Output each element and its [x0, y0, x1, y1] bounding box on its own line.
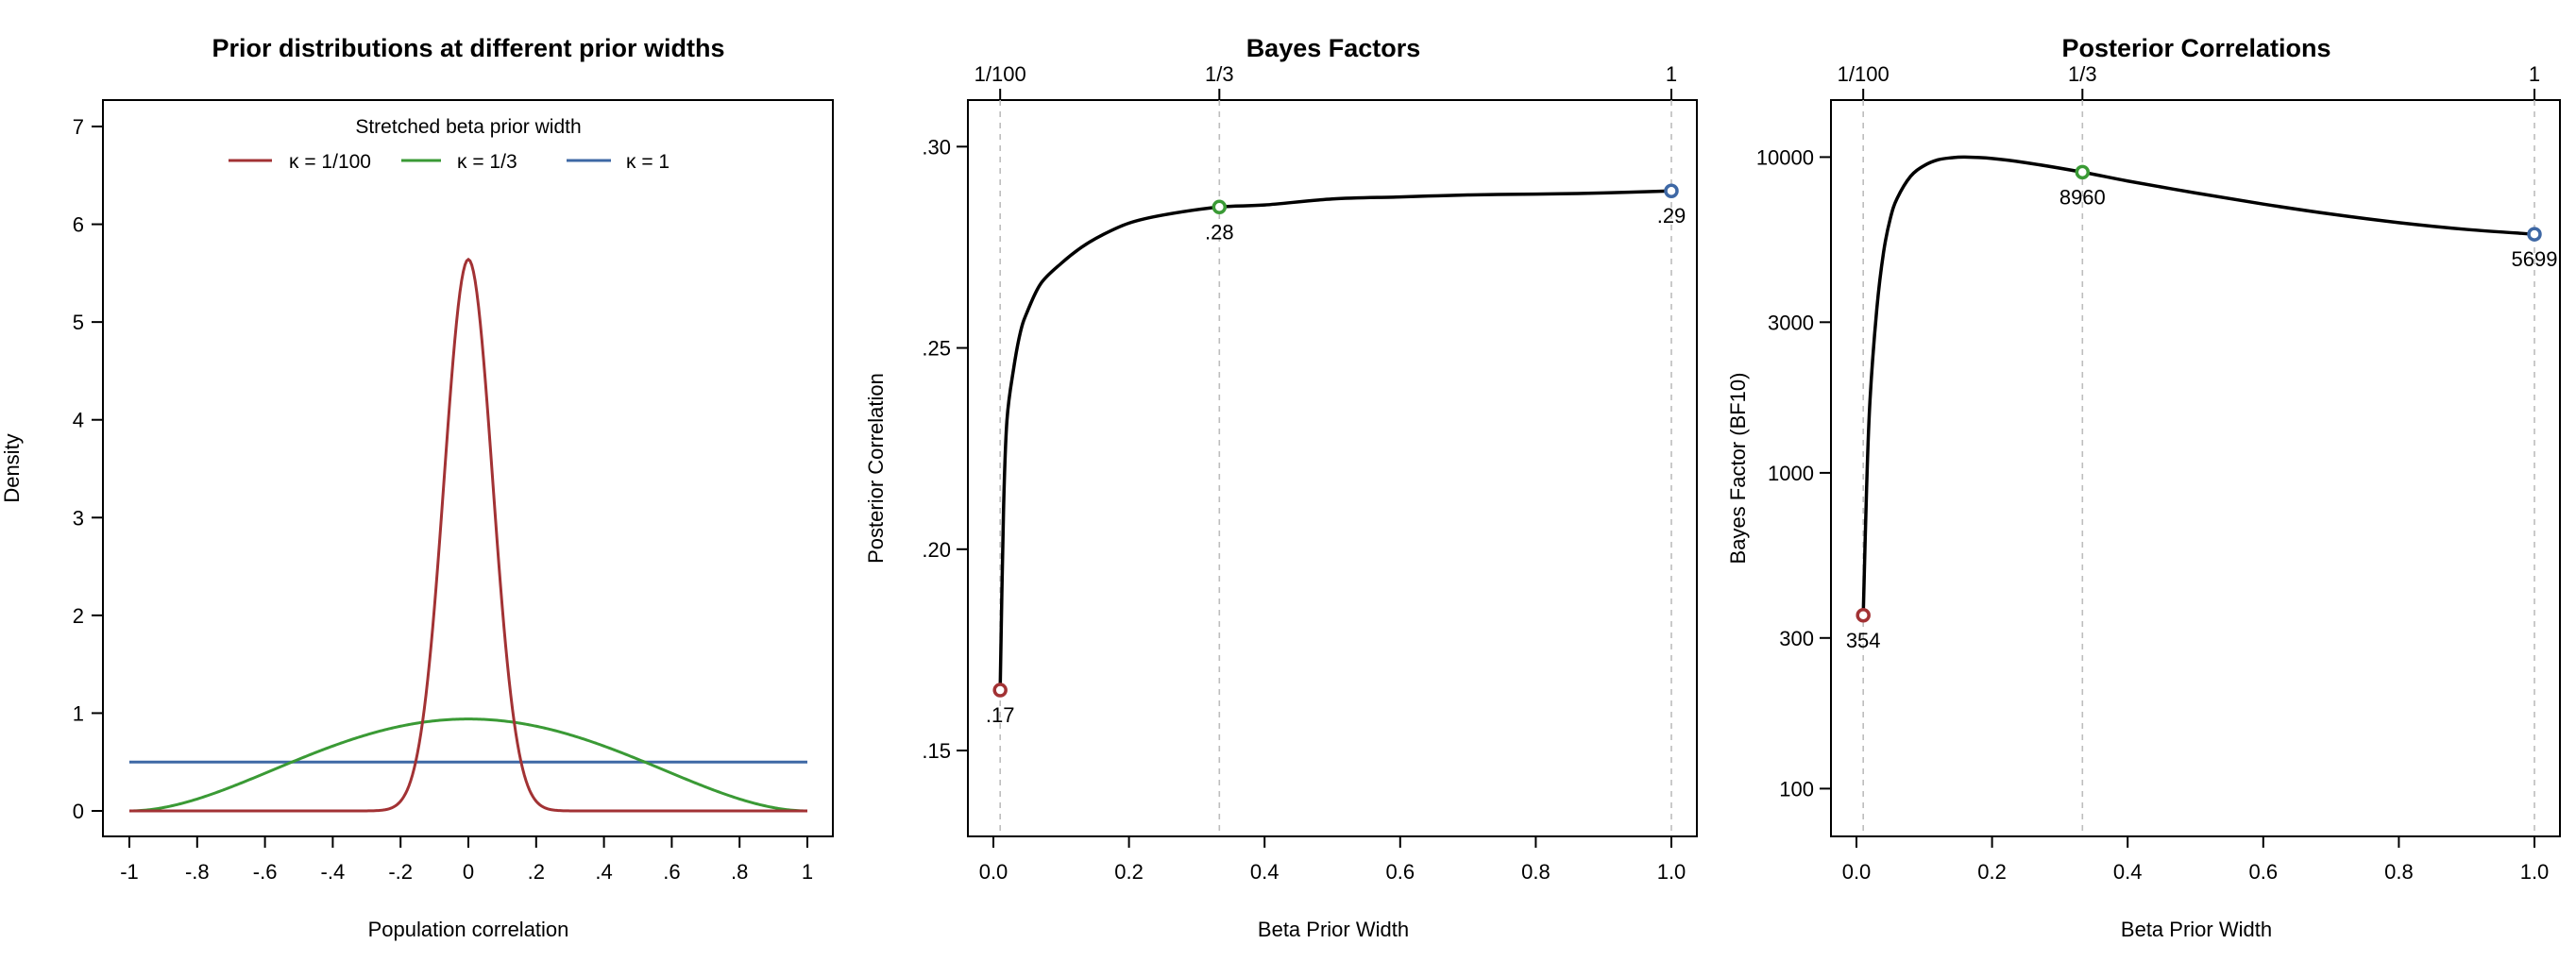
- prior-x-tick-label: .8: [731, 860, 748, 884]
- prior-x-tick-label: .4: [595, 860, 612, 884]
- bayes-factor-curve: [1861, 155, 2535, 615]
- prior-y-tick-label: 6: [73, 213, 84, 237]
- prior-y-tick-label: 3: [73, 506, 84, 530]
- y-tick-label: 3000: [1768, 311, 1814, 334]
- prior-y-axis: 0 1 2 3 4 5 6 7: [73, 115, 103, 823]
- bayes-factors-x-axis: 0.0 0.2 0.4 0.6 0.8 1.0: [979, 836, 1686, 884]
- prior-density-curves: [128, 257, 808, 813]
- top-tick-label: 1/3: [2068, 62, 2097, 86]
- highlight-point-red: [1856, 608, 1871, 623]
- prior-x-tick-label: -.8: [185, 860, 210, 884]
- prior-y-tick-label: 1: [73, 701, 84, 725]
- x-tick-label: 0.8: [2384, 860, 2414, 884]
- prior-plot-frame: [102, 99, 834, 837]
- posterior-correlations-x-axis: 0.0 0.2 0.4 0.6 0.8 1.0: [1842, 836, 2550, 884]
- y-tick-label: 10000: [1756, 145, 1814, 169]
- point-value-label: .17: [986, 703, 1015, 727]
- highlight-point-red: [992, 683, 1008, 698]
- prior-x-axis: -1 -.8 -.6 -.4 -.2 0 .2 .4 .6 .8 1: [120, 836, 813, 884]
- y-tick-label: .25: [922, 337, 951, 361]
- top-tick-label: 1/100: [974, 62, 1026, 86]
- bayes-factors-y-axis: .15 .20 .25 .30: [922, 135, 968, 763]
- prior-x-tick-label: -1: [120, 860, 139, 884]
- y-tick-label: 300: [1779, 627, 1814, 650]
- bayes-factors-panel: Bayes Factors .15.20.25.30 0.0 0.2 0.4 0.6 0…: [864, 34, 1698, 941]
- posterior-correlation-curve: [998, 189, 1672, 691]
- prior-x-tick-label: -.6: [253, 860, 278, 884]
- x-tick-label: 0.6: [1386, 860, 1415, 884]
- highlight-point-blue: [2527, 227, 2542, 242]
- prior-y-tick-label: 2: [73, 604, 84, 628]
- prior-y-tick-label: 7: [73, 115, 84, 139]
- highlight-point-blue: [1664, 183, 1679, 198]
- posterior-correlations-y-axis-label: Bayes Factor (BF10): [1726, 373, 1750, 565]
- bayes-factors-plot-frame: [967, 99, 1698, 837]
- prior-x-tick-label: .6: [663, 860, 680, 884]
- top-tick-label: 1/3: [1205, 62, 1234, 86]
- highlight-point-green: [2075, 164, 2091, 180]
- bayes-factors-guides: [999, 100, 1672, 836]
- point-value-label: .28: [1205, 220, 1234, 244]
- x-tick-label: 0.2: [1114, 860, 1144, 884]
- posterior-correlations-x-axis-label: Beta Prior Width: [2121, 918, 2272, 941]
- prior-curve--1-100: [129, 257, 807, 813]
- legend-label-kappa-1: κ = 1: [626, 151, 669, 173]
- bayes-factors-x-axis-label: Beta Prior Width: [1258, 918, 1409, 941]
- highlight-point-green: [1212, 199, 1228, 215]
- y-tick-label: .15: [922, 739, 951, 763]
- prior-x-tick-label: -.4: [321, 860, 346, 884]
- bayes-factors-y-axis-label: Posterior Correlation: [864, 373, 888, 564]
- x-tick-label: 1.0: [2520, 860, 2550, 884]
- point-value-label: 5699: [2512, 247, 2558, 271]
- top-tick-label: 1: [2529, 62, 2540, 86]
- legend-label-kappa-1-3: κ = 1/3: [457, 151, 517, 173]
- prior-x-tick-label: 1: [802, 860, 813, 884]
- point-value-label: 8960: [2059, 185, 2106, 209]
- posterior-correlations-highlight-points: 354 8960 5699: [1846, 164, 2558, 652]
- x-tick-label: 1.0: [1657, 860, 1686, 884]
- prior-x-axis-label: Population correlation: [368, 918, 569, 941]
- posterior-correlations-plot-frame: [1830, 99, 2561, 837]
- x-tick-label: 0.0: [1842, 860, 1872, 884]
- posterior-correlations-chart-title: Posterior Correlations: [2061, 34, 2330, 62]
- x-tick-label: 0.8: [1521, 860, 1551, 884]
- x-tick-label: 0.4: [1250, 860, 1280, 884]
- prior-x-tick-label: 0: [463, 860, 474, 884]
- x-tick-label: 0.4: [2113, 860, 2143, 884]
- prior-y-tick-label: 0: [73, 800, 84, 823]
- top-tick-label: 1/100: [1838, 62, 1890, 86]
- bayes-factors-chart-title: Bayes Factors: [1246, 34, 1421, 62]
- x-tick-label: 0.6: [2249, 860, 2279, 884]
- prior-chart-title: Prior distributions at different prior w…: [212, 34, 724, 62]
- posterior-correlations-y-axis: 100 300 1000 3000 10000: [1756, 145, 1831, 801]
- y-tick-label: .30: [922, 135, 951, 159]
- posterior-correlations-top-axis: 1/100 1/3 1: [1838, 62, 2540, 100]
- legend-label-kappa-1-100: κ = 1/100: [289, 151, 371, 173]
- y-tick-label: .20: [922, 538, 951, 562]
- y-tick-label: 1000: [1768, 462, 1814, 485]
- top-tick-label: 1: [1666, 62, 1677, 86]
- prior-legend: Stretched beta prior width κ = 1/100 κ =…: [229, 116, 669, 173]
- x-tick-label: 0.2: [1977, 860, 2007, 884]
- prior-y-tick-label: 4: [73, 409, 84, 432]
- prior-y-axis-label: Density: [0, 433, 24, 502]
- legend-title: Stretched beta prior width: [355, 116, 581, 138]
- prior-x-tick-label: .2: [528, 860, 545, 884]
- prior-distributions-panel: Prior distributions at different prior w…: [0, 34, 834, 941]
- prior-curve--1-3: [128, 717, 808, 813]
- x-tick-label: 0.0: [979, 860, 1008, 884]
- prior-x-tick-label: -.2: [388, 860, 413, 884]
- prior-y-tick-label: 5: [73, 311, 84, 334]
- posterior-correlations-guides: [1862, 100, 2535, 836]
- y-tick-label: 100: [1779, 777, 1814, 801]
- posterior-correlations-panel: Posterior Correlations 10030010003000100…: [1726, 34, 2561, 941]
- bayes-factors-highlight-points: .17 .28 .29: [986, 183, 1686, 727]
- point-value-label: .29: [1657, 204, 1686, 228]
- bayes-factors-top-axis: 1/100 1/3 1: [974, 62, 1677, 100]
- point-value-label: 354: [1846, 629, 1881, 652]
